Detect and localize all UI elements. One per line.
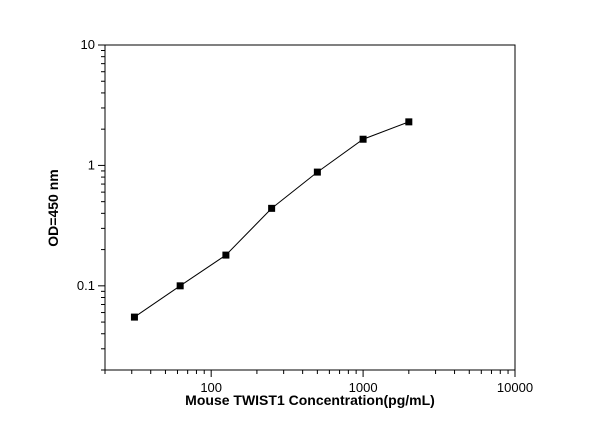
plot-frame [104, 44, 516, 371]
y-tick-label: 1 [88, 157, 95, 172]
y-tick-label: 10 [81, 37, 95, 52]
x-axis-title: Mouse TWIST1 Concentration(pg/mL) [185, 392, 435, 408]
x-tick-label: 100 [200, 380, 222, 395]
x-tick-label: 10000 [497, 380, 533, 395]
data-point [359, 135, 367, 143]
data-point [176, 282, 184, 290]
data-point [313, 168, 321, 176]
data-point [405, 118, 413, 126]
series-line [134, 121, 409, 318]
data-point [268, 204, 276, 212]
x-tick-label: 1000 [349, 380, 378, 395]
y-axis-title: OD=450 nm [45, 169, 61, 247]
data-point [130, 313, 138, 321]
data-point [222, 251, 230, 259]
y-tick-label: 0.1 [77, 278, 95, 293]
